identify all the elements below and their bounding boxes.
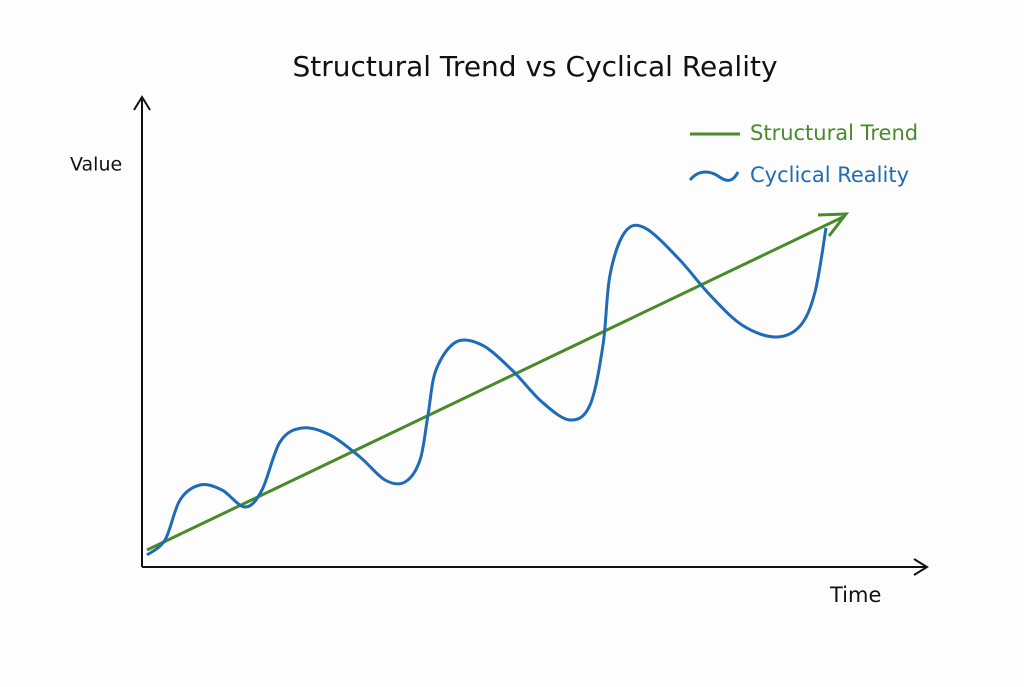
x-axis-arrow	[913, 558, 929, 576]
trend-line	[146, 215, 844, 552]
y-axis-arrow	[133, 95, 151, 111]
y-axis-label: Value	[70, 154, 122, 176]
x-axis-label: Time	[829, 583, 881, 607]
cycle-line	[146, 223, 828, 557]
legend-label: Cyclical Reality	[750, 163, 909, 187]
legend-label: Structural Trend	[750, 121, 918, 145]
legend-swatch	[688, 170, 740, 182]
title: Structural Trend vs Cyclical Reality	[292, 50, 777, 83]
trend-arrow	[817, 212, 850, 237]
